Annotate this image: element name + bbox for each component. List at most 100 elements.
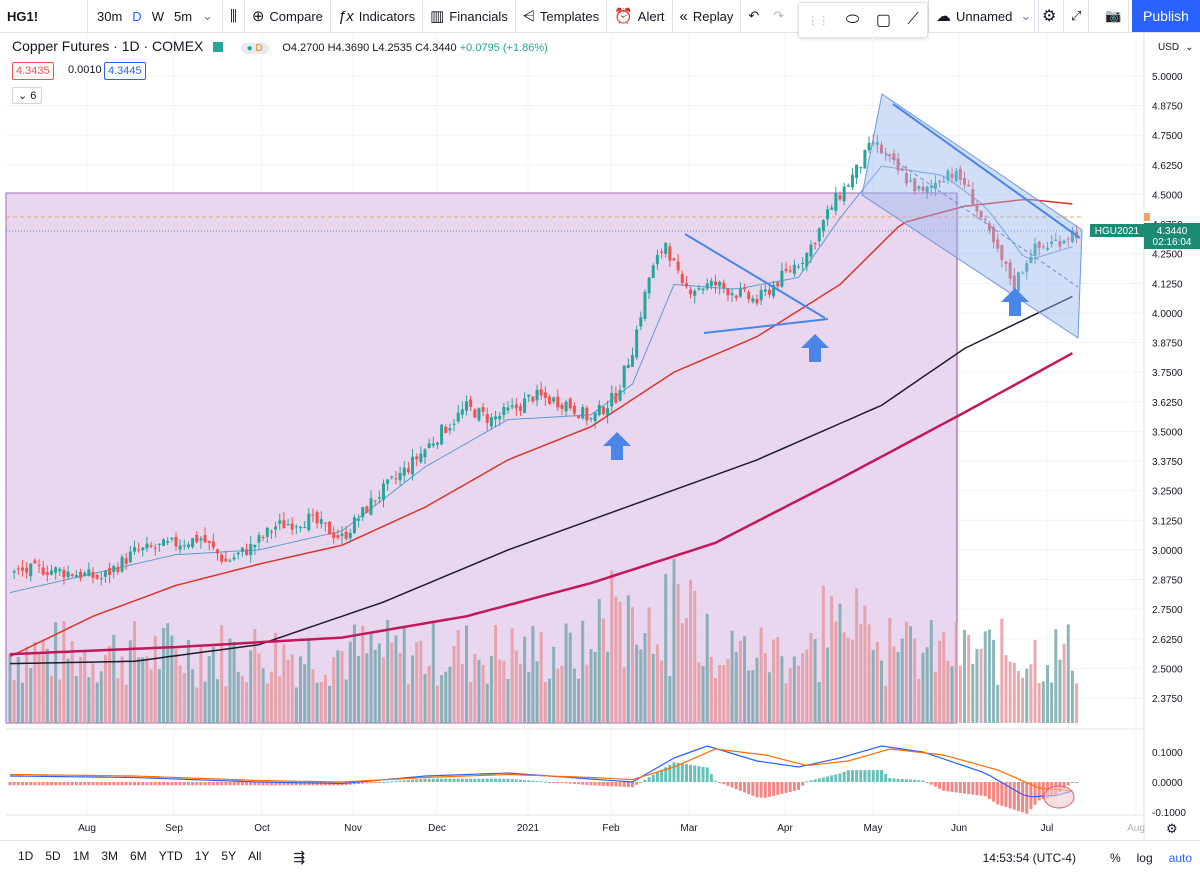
range-1y[interactable]: 1Y (194, 849, 210, 863)
templates-icon: ⩤ (522, 7, 535, 25)
candle-body (1066, 238, 1070, 240)
interval-30m[interactable]: 30m (97, 8, 123, 24)
time-tick-label: Oct (254, 823, 270, 834)
price-tick-label: 3.5000 (1152, 427, 1183, 438)
macd-histogram-bar (149, 782, 153, 786)
candle-body (481, 407, 485, 412)
time-tick-label: Apr (777, 823, 793, 834)
range-all[interactable]: All (248, 849, 262, 863)
legend-title[interactable]: Copper Futures · 1D · COMEX (12, 38, 204, 54)
range-3m[interactable]: 3M (101, 849, 119, 863)
volume-bar (714, 677, 717, 723)
candle-body (834, 193, 838, 211)
chart-settings-icon[interactable]: ⚙ (1166, 822, 1178, 837)
macd-histogram-bar (859, 770, 863, 782)
candle-body (826, 209, 830, 220)
indicators-button[interactable]: ƒx Indicators (331, 0, 424, 32)
settings-button[interactable]: ⚙ (1034, 0, 1065, 32)
volume-bar (423, 673, 427, 723)
volume-bar (884, 685, 888, 723)
candle-body (245, 549, 249, 556)
chevron-down-icon[interactable]: ⌄ (202, 8, 213, 23)
macd-histogram-bar (303, 782, 307, 786)
currency-label[interactable]: USD (1158, 42, 1179, 53)
layout-name: Unnamed (956, 8, 1013, 24)
candle-body (174, 537, 178, 547)
macd-histogram-bar (83, 782, 87, 786)
range-ytd[interactable]: YTD (158, 849, 183, 863)
candle-body (792, 264, 796, 275)
macd-histogram-bar (494, 778, 498, 782)
trendline-tool-icon[interactable]: ⟋ (907, 11, 919, 28)
macd-histogram-bar (651, 774, 655, 782)
macd-histogram-bar (963, 782, 966, 794)
volume-bar (99, 671, 103, 723)
interval-w[interactable]: W (151, 8, 164, 24)
templates-button[interactable]: ⩤ Templates (516, 0, 608, 32)
macd-histogram-bar (460, 778, 464, 782)
rectangle-tool-icon[interactable]: ▢ (875, 12, 892, 29)
candle-body (942, 181, 946, 183)
ask-price-box[interactable]: 4.3445 (104, 62, 146, 80)
range-1d[interactable]: 1D (18, 849, 34, 863)
range-5d[interactable]: 5D (45, 849, 61, 863)
volume-bar (319, 682, 323, 723)
candle-body (419, 453, 423, 463)
clock-time[interactable]: 14:53:54 (UTC-4) (982, 850, 1076, 865)
range-1m[interactable]: 1M (72, 849, 90, 863)
signal-line (9, 748, 1073, 792)
log-toggle[interactable]: log (1136, 850, 1153, 865)
compare-button[interactable]: ⊕ Compare (245, 0, 331, 32)
interval-d[interactable]: D (132, 8, 142, 24)
redo-button[interactable]: ↷ (766, 0, 791, 32)
candle-body (535, 389, 539, 401)
ellipse-tool-icon[interactable]: ⬭ (845, 11, 860, 28)
drag-handle-icon[interactable]: ⋮⋮ (807, 14, 830, 27)
chart-type-button[interactable]: ⫼ (223, 0, 245, 32)
fullscreen-button[interactable]: ⤢ (1064, 0, 1090, 32)
volume-bar (469, 682, 473, 723)
snapshot-button[interactable]: 📷 (1098, 0, 1130, 32)
publish-button[interactable]: Publish (1132, 0, 1200, 32)
support-arrow-apr (801, 334, 829, 362)
symbol-search[interactable]: HG1! (0, 0, 88, 32)
auto-toggle[interactable]: auto (1168, 850, 1192, 865)
price-tick-label: 4.2500 (1152, 250, 1183, 261)
bid-price-box[interactable]: 4.3435 (12, 62, 54, 80)
interval-5m[interactable]: 5m (173, 8, 193, 24)
time-axis[interactable]: Aug Sep Oct Nov Dec 2021 Feb Mar Apr May Jun Jul Aug (78, 823, 1145, 834)
goto-date-icon[interactable]: ⇶ (293, 849, 306, 865)
macd-histogram-bar (585, 782, 589, 785)
layout-button[interactable]: ☁ Unnamed ⌄ (928, 0, 1040, 32)
cloud-icon: ☁ (936, 8, 951, 25)
range-6m[interactable]: 6M (130, 849, 147, 863)
currency-chevron-icon[interactable]: ⌄ (1185, 42, 1193, 53)
price-axis[interactable]: 2.3750 2.5000 2.6250 2.7500 2.8750 3.0000 3.12… (1152, 72, 1186, 819)
volume-bar (431, 620, 435, 723)
range-5y[interactable]: 5Y (221, 849, 237, 863)
volume-bar (564, 623, 568, 723)
indicators-toggle[interactable]: ⌄ 6 (12, 87, 43, 104)
alert-button[interactable]: ⏰ Alert (607, 0, 673, 32)
financials-button[interactable]: ▥ Financials (423, 0, 516, 32)
macd-histogram-bar (631, 782, 634, 788)
volume-bar (568, 632, 572, 723)
price-tick-label: 3.6250 (1152, 398, 1183, 409)
volume-bar (909, 626, 913, 723)
replay-button[interactable]: «Replay (673, 0, 742, 32)
volume-bar (245, 682, 249, 723)
candle-body (54, 567, 58, 573)
volume-bar (33, 641, 37, 723)
candle-body (909, 180, 913, 182)
candle-body (37, 564, 41, 566)
candle-body (518, 406, 522, 411)
price-tick-label: 3.0000 (1152, 546, 1183, 557)
macd-histogram-bar (373, 782, 377, 783)
candles (12, 134, 1079, 586)
candle-body (635, 329, 639, 358)
candle-body (805, 253, 809, 267)
percent-toggle[interactable]: % (1109, 850, 1121, 865)
undo-button[interactable]: ↶ (741, 0, 766, 32)
candle-body (963, 178, 966, 185)
